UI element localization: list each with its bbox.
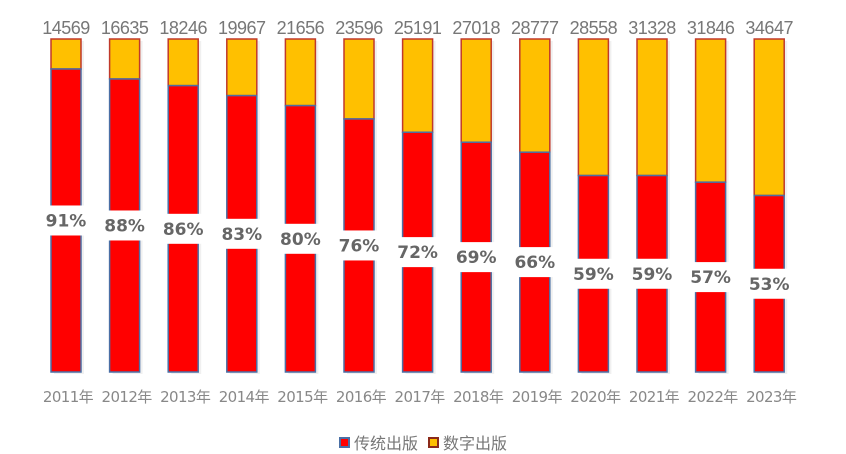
percent-label: 86%	[163, 220, 204, 240]
legend-swatch-digital	[428, 436, 439, 448]
percent-label-box	[390, 237, 445, 268]
percent-label: 72%	[397, 243, 438, 263]
total-label: 21656	[277, 18, 325, 38]
percent-label: 91%	[46, 211, 87, 231]
bar-digital	[577, 38, 610, 177]
x-tick-label: 2016年	[336, 388, 387, 406]
x-tick-label: 2021年	[629, 388, 680, 406]
bar-digital	[401, 38, 434, 133]
bar-digital	[343, 38, 375, 120]
bar-digital	[108, 38, 141, 80]
total-label: 14569	[42, 18, 90, 38]
percent-label-box	[625, 258, 679, 289]
legend-item-digital: 数字出版	[428, 430, 507, 454]
percent-label: 53%	[749, 275, 790, 295]
percent-label: 66%	[514, 253, 555, 273]
bar-digital	[519, 38, 551, 153]
percent-label-box	[39, 205, 93, 236]
x-tick-label: 2018年	[453, 388, 504, 406]
legend-label-traditional: 传统出版	[353, 434, 418, 453]
x-tick-label: 2017年	[395, 388, 446, 406]
bar-digital	[460, 38, 492, 143]
x-tick-label: 2015年	[277, 388, 328, 406]
percent-label: 80%	[280, 230, 321, 250]
legend-swatch-traditional	[338, 436, 350, 448]
total-label: 18246	[159, 18, 207, 38]
percent-label-box	[214, 218, 269, 249]
bar-digital	[226, 38, 258, 97]
x-tick-label: 2012年	[102, 388, 153, 406]
total-label: 19967	[218, 18, 266, 38]
x-tick-label: 2023年	[746, 388, 797, 406]
total-label: 27018	[452, 18, 500, 38]
x-tick-label: 2020年	[570, 388, 621, 406]
percent-label-box	[97, 210, 152, 241]
percent-label: 57%	[690, 268, 731, 288]
bar-digital	[636, 38, 668, 177]
total-label: 28777	[511, 18, 559, 38]
percent-label-box	[332, 230, 386, 261]
percent-label: 83%	[221, 225, 262, 245]
x-tick-label: 2011年	[43, 388, 94, 406]
percent-label: 59%	[632, 265, 673, 285]
bar-digital	[753, 38, 785, 197]
legend-label-digital: 数字出版	[443, 434, 508, 453]
percent-label-box	[507, 247, 562, 278]
total-label: 31846	[687, 18, 735, 38]
bar-digital	[167, 38, 199, 87]
percent-label: 59%	[573, 265, 614, 285]
bar-digital	[50, 38, 82, 70]
total-label: 16635	[101, 18, 149, 38]
percent-label-box	[156, 213, 211, 244]
legend-item-traditional: 传统出版	[338, 430, 418, 454]
legend: 传统出版 数字出版	[0, 430, 846, 454]
percent-label: 88%	[104, 216, 145, 236]
total-label: 23596	[335, 18, 383, 38]
percent-label: 76%	[339, 236, 380, 256]
x-tick-label: 2014年	[219, 388, 270, 406]
x-tick-label: 2022年	[688, 388, 739, 406]
percent-label-box	[683, 262, 738, 293]
bar-digital	[694, 38, 727, 183]
percent-label-box	[566, 258, 621, 289]
percent-label-box	[742, 268, 797, 299]
x-tick-label: 2019年	[512, 388, 563, 406]
percent-label-box	[449, 242, 504, 273]
total-label: 28558	[570, 18, 618, 38]
percent-label: 69%	[456, 248, 497, 268]
bar-digital	[284, 38, 317, 107]
x-tick-label: 2013年	[160, 388, 211, 406]
percent-label-box	[273, 223, 328, 254]
total-label: 25191	[394, 18, 442, 38]
total-label: 34647	[745, 18, 793, 38]
total-label: 31328	[628, 18, 676, 38]
